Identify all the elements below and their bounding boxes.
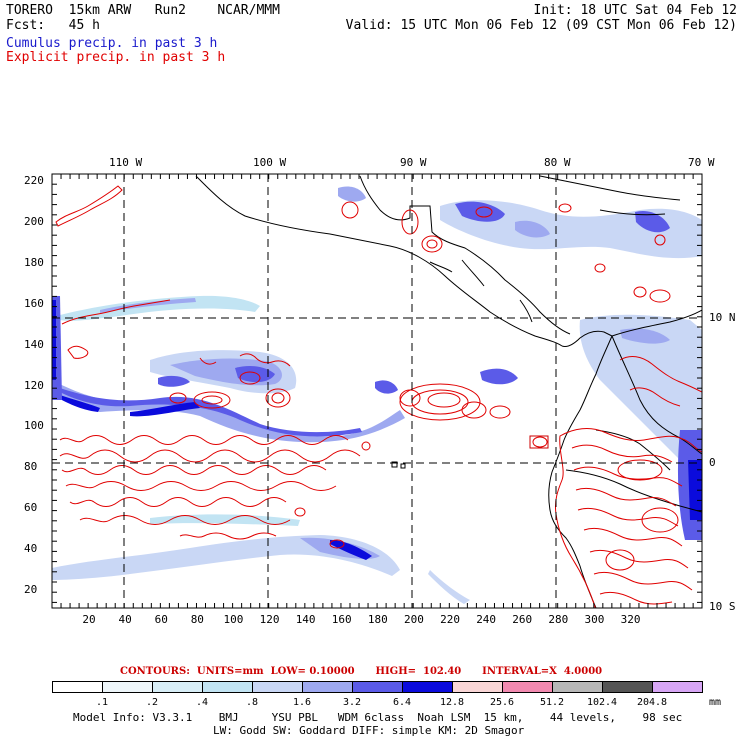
legend-swatch [602,681,653,693]
coastlines [195,175,702,608]
legend-label: 6.4 [392,697,412,708]
grid-label-x: 40 [118,613,132,626]
legend-label: 1.6 [292,697,312,708]
valid-time: Valid: 15 UTC Mon 06 Feb 12 (09 CST Mon … [345,18,737,33]
legend-swatch [102,681,153,693]
legend-swatch [652,681,703,693]
legend-swatch [352,681,403,693]
grid-label-x: 160 [331,613,352,626]
legend-swatch [552,681,603,693]
legend-label: 25.6 [489,697,515,708]
legend-label: 102.4 [586,697,618,708]
model-info: Model Info: V3.3.1 BMJ YSU PBL WDM 6clas… [73,711,683,724]
map-frame [51,173,703,609]
lon-label-100w: 100 W [253,156,287,169]
grid-label-x: 280 [548,613,569,626]
legend-label: .8 [245,697,259,708]
lat-label-10n: 10 N [709,311,736,324]
legend-swatch [302,681,353,693]
grid-label-y: 100 [24,419,44,433]
latlon-grid [52,174,702,608]
grid-label-y: 220 [24,174,44,187]
legend-label: 3.2 [342,697,362,708]
grid-label-x: 20 [82,613,96,626]
forecast-hour: Fcst: 45 h [6,18,100,33]
legend-swatch [152,681,203,693]
physics-info: LW: Godd SW: Goddard DIFF: simple KM: 2D… [213,724,525,737]
grid-label-x: 220 [440,613,460,626]
grid-label-y: 80 [24,460,38,474]
grid-label-x: 180 [367,613,388,626]
legend-label: .2 [145,697,159,708]
legend-label: 204.8 [636,697,668,708]
legend-label: 51.2 [539,697,565,708]
grid-label-x: 140 [295,613,316,626]
legend-swatch [452,681,503,693]
cumulus-precip-shading [52,186,702,604]
grid-label-x: 60 [154,613,168,626]
lon-label-80w: 80 W [544,156,571,169]
grid-label-y: 180 [24,255,44,269]
grid-label-x: 80 [190,613,204,626]
lat-label-10s: 10 S [709,600,736,613]
legend-swatch [502,681,553,693]
grid-label-x: 320 [620,613,641,626]
legend-swatch [202,681,253,693]
grid-label-x: 200 [404,613,424,626]
field-label-explicit: Explicit precip. in past 3 h [6,50,226,65]
explicit-precip-contours [55,185,702,608]
grid-label-y: 120 [24,378,44,392]
grid-label-x: 120 [259,613,280,626]
grid-label-x: 100 [223,613,244,626]
lon-label-110w: 110 W [109,156,143,169]
legend-swatch [252,681,303,693]
legend-swatch [402,681,453,693]
lat-label-0: 0 [709,456,716,469]
grid-label-x: 300 [584,613,605,626]
grid-label-x: 240 [476,613,497,626]
legend-swatch [52,681,103,693]
grid-label-y: 160 [24,296,44,310]
grid-label-y: 200 [24,214,44,228]
model-title: TORERO 15km ARW Run2 NCAR/MMM [6,3,280,18]
lon-label-90w: 90 W [400,156,427,169]
lon-label-70w: 70 W [688,156,715,169]
legend-label: .4 [195,697,209,708]
grid-label-y: 60 [24,501,38,515]
grid-label-x: 260 [512,613,533,626]
grid-label-y: 40 [24,542,38,556]
legend-label: 12.8 [439,697,465,708]
init-time: Init: 18 UTC Sat 04 Feb 12 [533,3,738,18]
grid-label-y: 140 [24,337,44,351]
grid-label-y: 20 [24,583,38,596]
contour-info: CONTOURS: UNITS=mm LOW= 0.10000 HIGH= 10… [120,666,603,677]
field-label-cumulus: Cumulus precip. in past 3 h [6,36,218,51]
legend-unit: mm [708,697,722,708]
legend-label: .1 [95,697,109,708]
